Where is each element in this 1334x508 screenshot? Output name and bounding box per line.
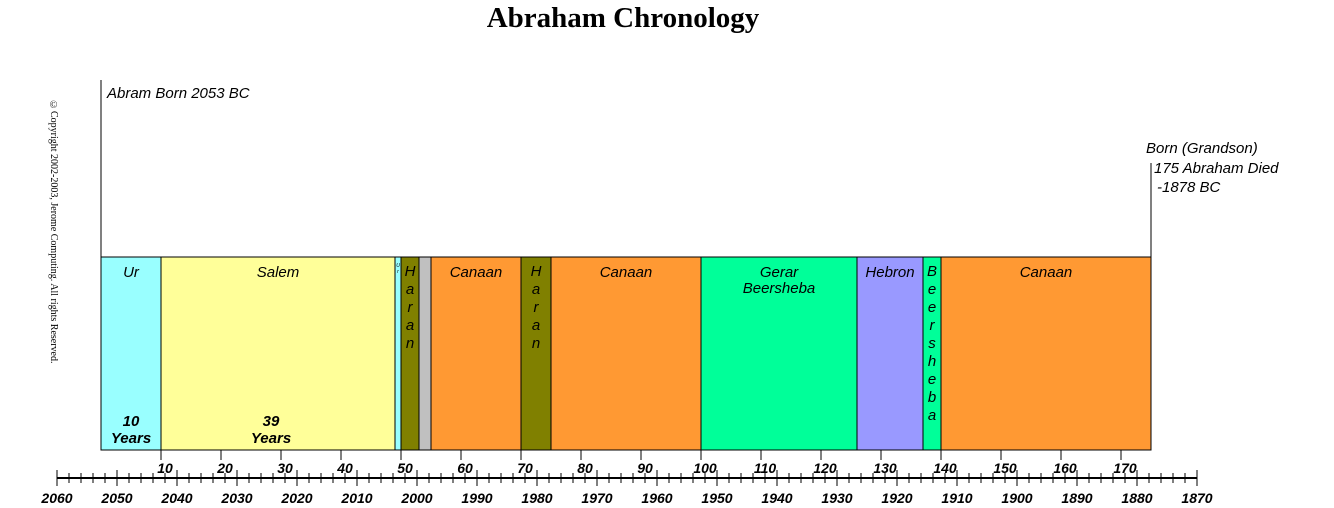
grandson-note: Born (Grandson) (1146, 140, 1258, 157)
segment-6 (520, 256, 552, 451)
segment-7 (550, 256, 702, 451)
copyright-notice: ©Copyright 2002-2003, Jerome Computing. … (48, 100, 59, 364)
segment-10 (922, 256, 942, 451)
death-year-note: -1878 BC (1157, 179, 1221, 196)
segment-5 (430, 256, 522, 451)
segment-1 (160, 256, 396, 451)
death-note: 175 Abraham Died (1154, 160, 1279, 177)
segment-0 (100, 256, 162, 451)
segment-3 (400, 256, 420, 451)
birth-note: Abram Born 2053 BC (107, 85, 250, 102)
segment-11 (940, 256, 1152, 451)
segment-2 (394, 256, 402, 451)
segment-8 (700, 256, 858, 451)
segment-4 (418, 256, 432, 451)
page-title: Abraham Chronology (486, 2, 760, 34)
segment-9 (856, 256, 924, 451)
